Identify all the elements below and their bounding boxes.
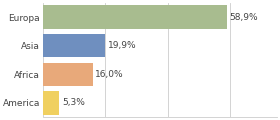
Bar [43, 91, 59, 115]
Bar [43, 63, 93, 86]
Bar [43, 5, 227, 29]
Text: 16,0%: 16,0% [95, 70, 124, 79]
Bar [43, 34, 105, 57]
Text: 5,3%: 5,3% [62, 98, 85, 107]
Text: 19,9%: 19,9% [108, 41, 136, 50]
Text: 58,9%: 58,9% [229, 13, 258, 22]
